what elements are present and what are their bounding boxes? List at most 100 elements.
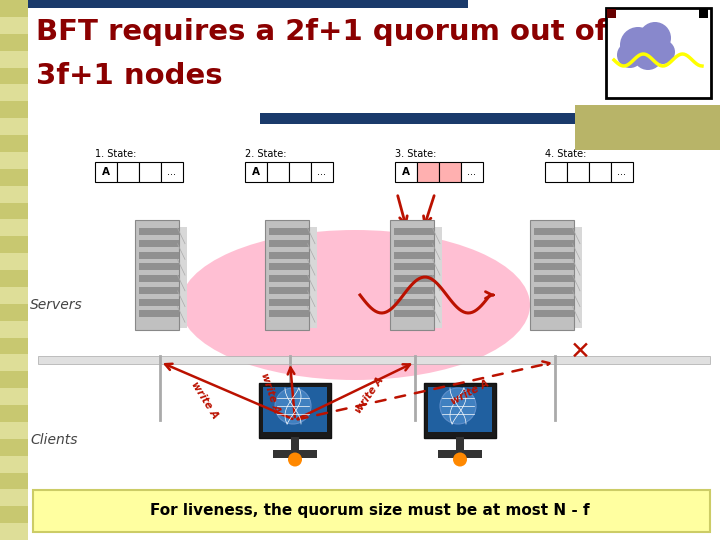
Bar xyxy=(139,275,179,282)
Bar xyxy=(178,227,186,328)
Bar xyxy=(267,162,289,182)
Circle shape xyxy=(620,27,656,63)
Bar xyxy=(607,9,616,18)
Bar xyxy=(38,356,710,364)
Bar xyxy=(139,310,179,318)
Bar xyxy=(0,168,28,186)
Bar xyxy=(0,507,28,523)
Text: 3f+1 nodes: 3f+1 nodes xyxy=(36,62,222,90)
Bar xyxy=(0,472,28,489)
Bar xyxy=(0,51,28,68)
Bar xyxy=(0,354,28,372)
Bar xyxy=(0,118,28,135)
Bar xyxy=(269,263,309,271)
Text: Servers: Servers xyxy=(30,298,83,312)
Bar xyxy=(0,321,28,338)
Bar xyxy=(139,299,179,306)
Bar xyxy=(0,270,28,287)
Bar xyxy=(534,252,574,259)
Bar xyxy=(289,162,311,182)
Bar xyxy=(395,162,417,182)
Circle shape xyxy=(617,42,643,68)
Bar xyxy=(534,275,574,282)
Bar xyxy=(33,490,710,532)
Circle shape xyxy=(288,453,302,467)
Bar xyxy=(0,523,28,540)
Bar xyxy=(394,240,434,247)
Bar xyxy=(28,0,468,8)
Bar xyxy=(575,105,720,150)
Text: write A: write A xyxy=(354,375,386,415)
Circle shape xyxy=(651,40,675,64)
Bar xyxy=(0,388,28,405)
Bar xyxy=(534,299,574,306)
Bar xyxy=(245,162,267,182)
Bar xyxy=(95,162,117,182)
Bar xyxy=(117,162,139,182)
Bar xyxy=(291,436,299,450)
Bar xyxy=(260,113,720,124)
Bar xyxy=(417,162,439,182)
Bar xyxy=(0,237,28,253)
Bar xyxy=(439,162,461,182)
Bar xyxy=(567,162,589,182)
Bar xyxy=(534,240,574,247)
Text: A: A xyxy=(402,167,410,177)
Bar xyxy=(265,220,309,330)
Bar xyxy=(307,227,317,328)
Bar xyxy=(456,436,464,450)
Bar xyxy=(530,220,574,330)
Bar xyxy=(0,456,28,472)
Bar xyxy=(161,162,183,182)
Bar xyxy=(0,489,28,507)
Bar xyxy=(394,287,434,294)
Text: For liveness, the quorum size must be at most N - f: For liveness, the quorum size must be at… xyxy=(150,503,590,518)
Bar xyxy=(0,219,28,237)
Bar xyxy=(611,162,633,182)
Bar xyxy=(139,240,179,247)
Bar xyxy=(534,228,574,235)
Text: ✕: ✕ xyxy=(570,340,590,364)
Bar xyxy=(311,162,333,182)
Text: ...: ... xyxy=(467,167,477,177)
Text: A: A xyxy=(102,167,110,177)
Text: 4. State:: 4. State: xyxy=(545,149,586,159)
Bar xyxy=(269,299,309,306)
Bar xyxy=(394,263,434,271)
Bar xyxy=(572,227,582,328)
Ellipse shape xyxy=(180,230,530,380)
Bar xyxy=(394,299,434,306)
Bar xyxy=(438,449,482,457)
Bar xyxy=(263,387,327,431)
Bar xyxy=(0,84,28,102)
Bar xyxy=(135,220,179,330)
Circle shape xyxy=(275,388,311,424)
Text: write A: write A xyxy=(189,380,220,421)
Text: BFT requires a 2f+1 quorum out of: BFT requires a 2f+1 quorum out of xyxy=(36,18,608,46)
Text: 3. State:: 3. State: xyxy=(395,149,436,159)
Bar xyxy=(0,186,28,202)
Bar xyxy=(534,287,574,294)
Bar xyxy=(545,162,567,182)
Bar xyxy=(0,422,28,438)
Bar xyxy=(259,382,331,437)
Bar xyxy=(0,405,28,422)
Bar xyxy=(0,253,28,270)
Bar xyxy=(139,252,179,259)
Bar xyxy=(0,372,28,388)
Bar xyxy=(0,33,28,51)
Bar xyxy=(269,252,309,259)
Text: 2. State:: 2. State: xyxy=(245,149,287,159)
Text: ...: ... xyxy=(618,167,626,177)
Bar xyxy=(0,17,28,33)
Text: write A: write A xyxy=(258,372,282,415)
Bar xyxy=(433,227,441,328)
Bar xyxy=(269,287,309,294)
Text: ...: ... xyxy=(168,167,176,177)
Bar xyxy=(139,228,179,235)
Bar xyxy=(139,162,161,182)
Bar xyxy=(424,382,496,437)
Text: write A: write A xyxy=(449,379,491,407)
Bar xyxy=(0,287,28,303)
Bar xyxy=(273,449,317,457)
